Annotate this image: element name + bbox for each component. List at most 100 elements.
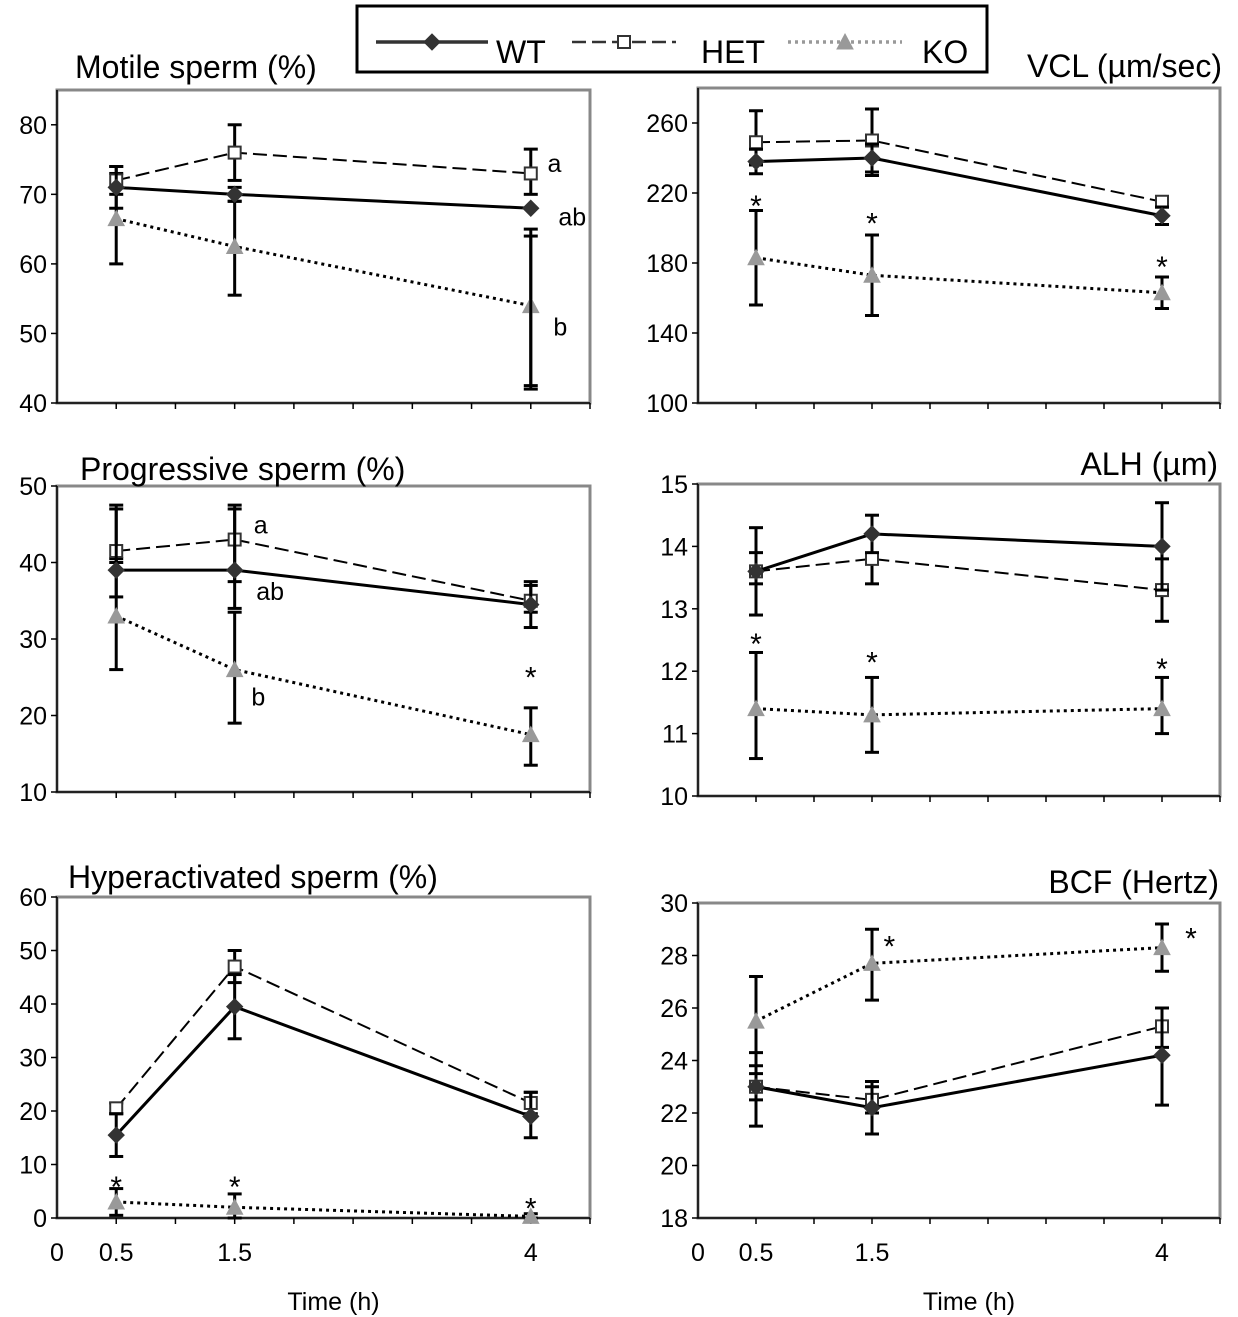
chart-title: Hyperactivated sperm (%) xyxy=(68,859,438,895)
series-line xyxy=(755,1053,1163,1110)
y-tick-label: 0 xyxy=(33,1205,47,1233)
y-tick-label: 50 xyxy=(19,320,47,348)
x-tick-label: 0 xyxy=(691,1239,705,1267)
data-point xyxy=(107,1192,126,1210)
series-ko xyxy=(747,650,1171,761)
data-point xyxy=(863,149,881,167)
annotation: * xyxy=(884,930,896,963)
y-tick-label: 13 xyxy=(660,596,688,624)
annotation: a xyxy=(254,511,268,539)
series-het xyxy=(109,123,538,196)
y-tick-label: 100 xyxy=(646,390,688,418)
annotation: * xyxy=(525,661,537,694)
series-wt xyxy=(107,165,540,391)
data-point xyxy=(225,997,244,1016)
annotation: * xyxy=(750,628,762,661)
y-tick-label: 260 xyxy=(646,110,688,138)
data-point xyxy=(863,705,881,723)
y-tick-label: 40 xyxy=(19,550,47,578)
data-point xyxy=(107,1126,125,1144)
legend-entry-ko: KO xyxy=(788,32,968,70)
data-point xyxy=(225,237,244,254)
series-het xyxy=(749,532,1169,623)
legend-entry-wt: WT xyxy=(376,33,546,70)
x-tick-label: 0 xyxy=(50,1239,64,1267)
data-point xyxy=(863,525,881,543)
data-point xyxy=(522,1107,540,1126)
series-het xyxy=(109,949,538,1116)
plot-frame xyxy=(696,86,1222,405)
y-tick-label: 70 xyxy=(19,181,47,209)
series-wt xyxy=(747,501,1171,617)
annotation: * xyxy=(750,190,762,223)
data-point xyxy=(865,551,879,566)
annotation: b xyxy=(553,313,567,341)
data-point xyxy=(747,699,765,717)
x-tick-label: 1.5 xyxy=(217,1239,252,1267)
y-tick-label: 60 xyxy=(19,251,47,279)
x-tick-label: 1.5 xyxy=(855,1239,890,1267)
series-wt xyxy=(747,142,1171,226)
data-point xyxy=(225,185,244,204)
data-point xyxy=(107,178,125,197)
annotation: * xyxy=(229,1171,241,1204)
data-point xyxy=(522,595,540,614)
series-line xyxy=(755,707,1163,717)
y-tick-label: 28 xyxy=(660,943,688,971)
y-tick-label: 10 xyxy=(19,779,47,807)
y-tick-label: 30 xyxy=(19,1045,47,1073)
series-line xyxy=(116,1200,531,1218)
series-wt xyxy=(747,1006,1171,1136)
series-line xyxy=(115,217,532,308)
y-tick-label: 30 xyxy=(660,890,688,918)
y-tick-label: 220 xyxy=(646,180,688,208)
data-point xyxy=(227,145,242,160)
legend-label: WT xyxy=(496,34,546,70)
series-wt xyxy=(107,507,540,630)
y-tick-label: 20 xyxy=(660,1153,688,1181)
legend: WT HET KO xyxy=(355,4,989,74)
data-point xyxy=(747,248,765,266)
annotation: * xyxy=(110,1171,122,1204)
y-tick-label: 14 xyxy=(660,533,688,561)
chart-title: Motile sperm (%) xyxy=(75,49,317,85)
chart-title: BCF (Hertz) xyxy=(1048,864,1219,900)
y-tick-label: 140 xyxy=(646,320,688,348)
y-tick-label: 40 xyxy=(19,991,47,1019)
data-point xyxy=(225,660,244,678)
y-tick-label: 10 xyxy=(19,1152,47,1180)
data-point xyxy=(747,1078,765,1096)
series-line xyxy=(755,557,1163,592)
data-point xyxy=(521,1207,540,1224)
series-wt xyxy=(107,973,540,1158)
series-line xyxy=(115,614,532,737)
series-line xyxy=(115,965,532,1109)
plot-frame xyxy=(55,88,592,405)
y-tick-label: 22 xyxy=(660,1100,688,1128)
y-tick-label: 60 xyxy=(19,884,47,912)
y-tick-label: 40 xyxy=(19,390,47,418)
data-point xyxy=(1153,283,1171,301)
y-tick-label: 24 xyxy=(660,1048,688,1076)
legend-marker xyxy=(617,35,631,49)
y-tick-label: 20 xyxy=(19,1098,47,1126)
chart-title: Progressive sperm (%) xyxy=(80,451,405,487)
data-point xyxy=(107,606,126,624)
x-tick-label: 0.5 xyxy=(739,1239,774,1267)
legend-entry-het: HET xyxy=(572,34,765,70)
y-tick-label: 80 xyxy=(19,112,47,140)
series-het xyxy=(109,503,538,614)
y-tick-label: 10 xyxy=(660,783,688,811)
y-tick-label: 12 xyxy=(660,658,688,686)
chart-panel-5: Hyperactivated sperm (%) 0 10 20 30 40 50 60 0 0.… xyxy=(19,859,592,1316)
chart-panel-2: VCL (µm/sec) 100 140 180 220 260 * * * xyxy=(646,48,1222,418)
plot-frame xyxy=(696,901,1222,1220)
annotation: * xyxy=(1156,653,1168,686)
annotation: * xyxy=(525,1193,537,1226)
data-point xyxy=(863,954,881,971)
series-line xyxy=(755,946,1163,1023)
data-point xyxy=(522,199,540,217)
data-point xyxy=(225,561,244,579)
data-point xyxy=(747,562,765,581)
annotation: a xyxy=(548,150,562,178)
